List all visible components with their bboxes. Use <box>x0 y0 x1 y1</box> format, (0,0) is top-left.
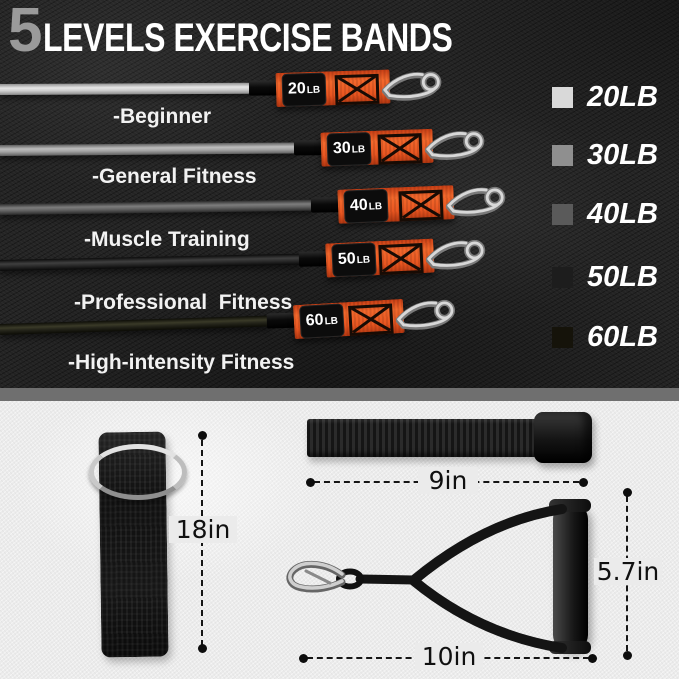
dimension-endpoint-dot <box>623 651 632 660</box>
resistance-band-20lb: 20 LB <box>0 66 450 112</box>
legend-swatch <box>552 144 573 166</box>
weight-unit: LB <box>356 254 371 267</box>
door-anchor-dimension-label: 9in <box>418 467 478 494</box>
title-number: 5 <box>8 0 43 65</box>
band-tube <box>0 253 303 271</box>
resistance-band-60lb: 60 LB <box>0 293 462 351</box>
handle-clip-icon <box>286 560 346 593</box>
legend-swatch <box>552 203 573 225</box>
legend-item-60lb: 60LB <box>552 322 658 352</box>
dark-hero-section: 5 LEVELS EXERCISE BANDS 20 LB <box>0 0 679 388</box>
band-tube <box>0 82 253 95</box>
x-stitch-box <box>398 189 444 222</box>
weight-value: 40 <box>349 196 369 215</box>
dimension-endpoint-dot <box>588 654 597 663</box>
x-stitch-box <box>334 73 380 106</box>
weight-unit: LB <box>368 201 383 213</box>
level-label-professional-fitness: -Professional Fitness <box>74 291 293 314</box>
band-connector <box>298 251 328 267</box>
weight-value: 30 <box>332 139 351 158</box>
legend-label: 30LB <box>587 139 658 171</box>
resistance-band-50lb: 50 LB <box>0 234 492 288</box>
weight-tag: 30 LB <box>326 131 372 167</box>
legend-swatch <box>552 326 573 348</box>
band-connector <box>310 197 340 213</box>
legend-label: 20LB <box>587 81 658 113</box>
band-connector <box>293 140 323 156</box>
handle-width-dimension-label: 10in <box>415 643 483 670</box>
ankle-strap-dimension-label: 18in <box>169 516 237 543</box>
band-sleeve: 60 LB <box>292 298 405 340</box>
band-sleeve: 50 LB <box>325 238 435 278</box>
handle-straps-and-clip <box>286 504 567 653</box>
handle-height-dimension-label: 5.7in <box>594 558 662 585</box>
page-title: 5 LEVELS EXERCISE BANDS <box>8 0 555 62</box>
carabiner-clip-icon <box>424 130 485 160</box>
band-connector <box>266 312 296 329</box>
weight-tag: 50 LB <box>331 242 377 278</box>
d-ring-icon <box>89 444 187 500</box>
x-stitch-box <box>378 243 424 276</box>
legend-item-40lb: 40LB <box>552 199 658 229</box>
band-tube <box>0 142 298 156</box>
weight-tag: 60 LB <box>298 303 345 339</box>
strap-loop <box>336 568 364 590</box>
level-label-general-fitness: -General Fitness <box>92 165 257 188</box>
weight-tag: 40 LB <box>343 188 389 224</box>
weight-value: 60 <box>305 311 325 330</box>
weight-tag: 20 LB <box>281 72 327 107</box>
weight-unit: LB <box>351 144 366 156</box>
carabiner-clip-icon <box>445 186 506 217</box>
door-anchor-cylinder <box>534 412 592 463</box>
carabiner-clip-icon <box>395 299 456 330</box>
dimension-endpoint-dot <box>198 431 207 440</box>
legend-swatch <box>552 86 573 108</box>
band-connector <box>248 80 278 96</box>
weight-unit: LB <box>324 315 339 328</box>
resistance-band-40lb: 40 LB <box>0 181 512 232</box>
legend-label: 50LB <box>587 261 658 293</box>
door-anchor-strap <box>307 419 537 457</box>
band-tube <box>0 199 315 215</box>
resistance-band-30lb: 30 LB <box>0 125 490 173</box>
legend-item-50lb: 50LB <box>552 262 658 292</box>
dimension-endpoint-dot <box>623 488 632 497</box>
legend-label: 40LB <box>587 198 658 230</box>
carabiner-clip-icon <box>425 239 486 270</box>
carabiner-clip-icon <box>381 71 442 101</box>
band-sleeve: 30 LB <box>320 128 434 167</box>
x-stitch-box <box>348 303 394 337</box>
level-label-beginner: -Beginner <box>113 105 212 128</box>
weight-value: 50 <box>337 250 357 269</box>
legend-label: 60LB <box>587 321 658 353</box>
dimension-endpoint-dot <box>198 644 207 653</box>
legend-swatch <box>552 266 573 288</box>
x-stitch-box <box>377 133 423 165</box>
legend-item-30lb: 30LB <box>552 140 658 170</box>
legend-item-20lb: 20LB <box>552 82 658 112</box>
dimension-line-18in <box>201 440 203 646</box>
level-label-muscle-training: -Muscle Training <box>84 228 250 251</box>
band-tube <box>0 315 271 335</box>
weight-unit: LB <box>306 84 321 97</box>
title-text: LEVELS EXERCISE BANDS <box>43 16 453 60</box>
section-divider <box>0 388 679 401</box>
level-label-high-intensity: -High-intensity Fitness <box>68 351 295 374</box>
dimension-endpoint-dot <box>579 478 588 487</box>
band-sleeve: 20 LB <box>275 69 391 108</box>
weight-value: 20 <box>287 80 306 98</box>
handle-grip <box>553 503 588 651</box>
dimension-endpoint-dot <box>299 654 308 663</box>
dimension-endpoint-dot <box>306 478 315 487</box>
band-sleeve: 40 LB <box>337 185 455 224</box>
